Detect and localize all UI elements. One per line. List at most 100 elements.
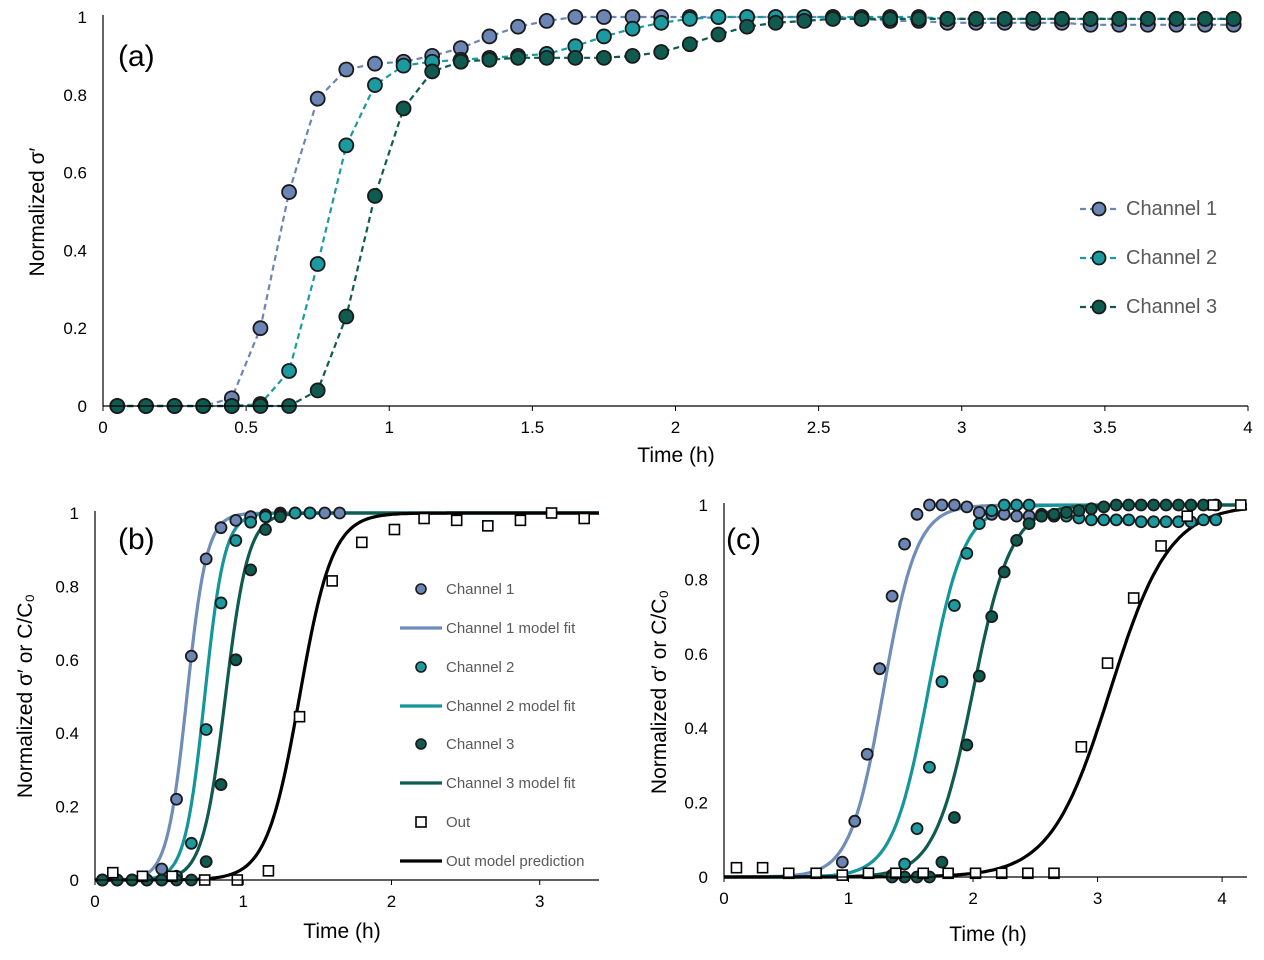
chart-b-data-point [259,523,272,536]
chart-c-data-point [1060,506,1073,519]
chart-a-data-point [367,188,383,204]
chart-b-axes: 0 1 2 3 0 0.2 0.4 0.6 0.8 1 [55,504,599,911]
chart-a-data-point [596,28,612,45]
chart-c-data-point [1122,498,1136,512]
chart-c-data-point [1172,498,1185,512]
chart-b-y-tick-label: 0.2 [55,798,79,817]
chart-c-x-tick-label: 4 [1217,889,1226,908]
chart-a-data-point [624,48,641,64]
chart-c-data-point [1134,515,1148,529]
chart-c-series [724,498,1248,884]
chart-b-data-point [318,506,332,520]
chart-b-legend-label: Channel 1 model fit [446,620,576,637]
chart-b-data-point [273,510,287,524]
chart-a-x-tick-label: 3 [957,418,966,437]
chart-c-data-point [935,675,949,689]
chart-c-data-point [923,760,936,774]
chart-a-y-tick-label: 0.8 [63,86,87,105]
chart-c-x-tick-label: 1 [844,889,853,908]
chart-a-data-point [1025,11,1042,27]
chart-c-data-point [1101,657,1114,669]
chart-c-data-point [1010,509,1024,523]
chart-a-legend-label: Channel 2 [1126,247,1217,269]
chart-a-data-point [281,363,297,379]
chart-c-data-point [1022,867,1034,880]
chart-c-data-point [935,498,949,512]
chart-a-data-point [567,9,584,25]
chart-a-data-point [653,14,670,31]
chart-c-data-point [917,867,930,880]
chart-c-data-point [1159,515,1173,529]
chart-a-series-line-0 [117,15,1234,408]
chart-b-data-point [214,596,228,610]
chart-a-data-point [624,20,641,37]
chart-b-data-point [514,514,527,527]
chart-c-data-point [997,565,1011,579]
chart-a-data-point [309,382,326,399]
chart-a-data-point [367,55,383,72]
chart-c-data-point [1155,540,1167,552]
chart-c-data-point [972,517,986,530]
chart-b-series [95,506,599,887]
chart-c-y-tick-label: 0.4 [684,719,708,738]
chart-a-data-point [596,9,612,25]
chart-b-y-tick-label: 0.4 [55,724,79,743]
chart-a-data-point [309,90,326,107]
chart-b-y-tick-label: 0.6 [55,651,79,670]
chart-a-data-point [825,11,841,27]
chart-a-data-point [853,11,870,27]
chart-b-data-point [259,510,272,524]
chart-b-data-point [356,536,368,549]
chart-c-data-point [898,857,911,871]
chart-c-data-point [942,867,954,880]
chart-a-axes: 0 0.5 1 1.5 2 2.5 3 3.5 4 0 0.2 0.4 0.6 0.8 1 [63,8,1252,437]
chart-c-x-tick-label: 2 [968,889,977,908]
chart-c-data-point [960,738,974,752]
chart-a-data-point [252,320,269,337]
chart-c-fit-curve-5 [724,503,1247,879]
chart-c-data-point [860,747,874,761]
chart-c-data-point [985,610,999,623]
chart-b-data-point [326,575,338,587]
chart-c-data-point [1047,507,1061,521]
chart-b-data-point [482,520,494,532]
chart-c-data-point [890,867,902,880]
chart-a-data-point [395,100,412,117]
chart-a-data-point [481,28,498,45]
chart-b-legend-label: Channel 1 [446,581,514,598]
chart-c-y-axis-title: Normalized σ′ or C/C₀ [648,590,671,794]
chart-b-data-point [288,506,302,520]
chart-c-data-point [923,498,936,512]
chart-c-data-point [810,867,822,880]
chart-c-data-point [947,599,961,612]
chart-b-data-point [229,534,243,547]
chart-c-data-point [997,498,1011,512]
chart-c-data-point [862,867,875,880]
chart-b-data-point [293,710,306,723]
chart-a-data-point [882,11,899,27]
chart-c-y-tick-label: 0.6 [684,645,708,664]
chart-b-legend-label: Channel 2 [446,659,514,676]
chart-a-data-point [309,256,326,272]
chart-a-legend-label: Channel 1 [1126,198,1217,220]
chart-b-data-point [184,649,198,663]
chart-c-data-point [1234,499,1247,511]
chart-a-data-point [367,77,383,93]
chart-a-y-axis-title: Normalized σ′ [26,147,49,276]
chart-b-legend-label: Out [446,814,471,831]
chart-a-data-point [538,49,555,66]
chart-b-data-point [545,507,558,519]
chart-a-legend-marker [1091,250,1107,266]
chart-c-fit-curve-3 [724,503,1247,879]
chart-b-legend-marker [415,816,427,828]
chart-b-data-point [244,563,258,577]
chart-b-data-point [106,866,119,879]
chart-a-data-point [538,12,555,29]
chart-c-data-point [972,506,986,519]
chart-a-data-point [1054,11,1070,27]
chart-a-data-point [653,44,670,60]
chart-c: 0 1 2 3 4 0 0.2 0.4 0.6 0.8 1 (c) Time (h) Normali… [648,496,1248,946]
chart-a-series-line-2 [117,17,1234,408]
chart-a-x-tick-label: 0 [98,418,107,437]
chart-a-data-point [281,184,297,200]
